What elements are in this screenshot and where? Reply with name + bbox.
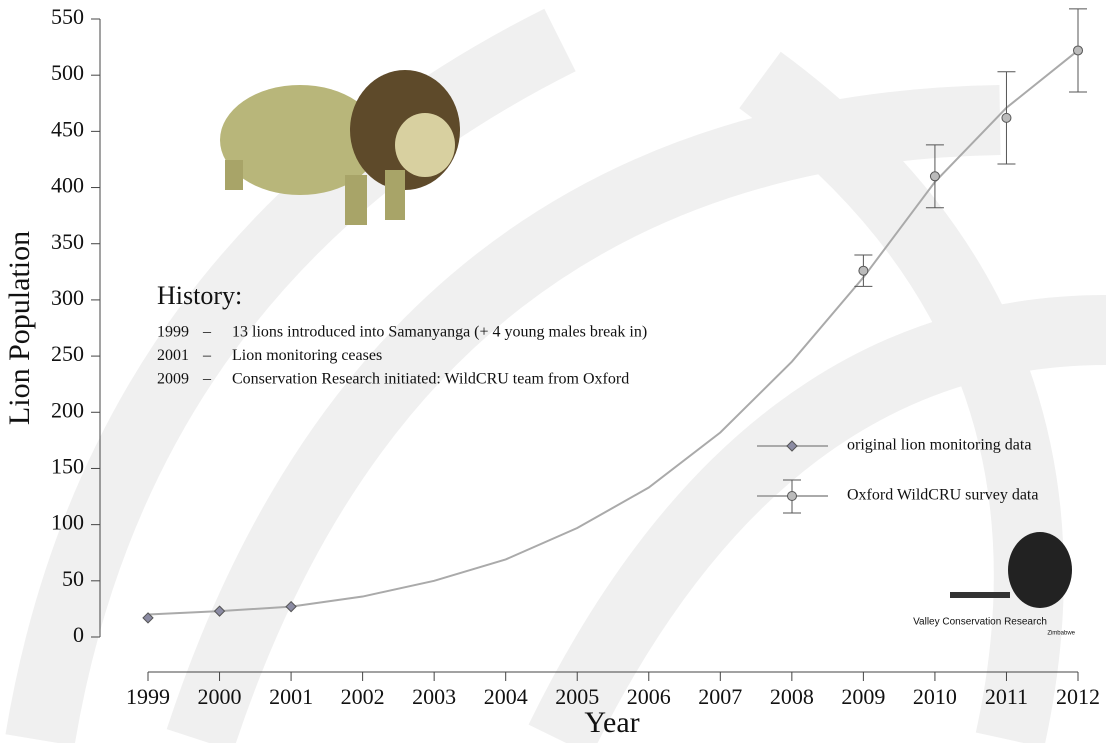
history-entry: Conservation Research initiated: WildCRU… bbox=[232, 371, 629, 388]
y-tick-label: 200 bbox=[51, 397, 84, 422]
y-tick-label: 150 bbox=[51, 454, 84, 479]
history-entry: 2001 bbox=[157, 347, 189, 364]
x-tick-label: 1999 bbox=[126, 684, 170, 709]
x-tick-label: 2001 bbox=[269, 684, 313, 709]
legend-label: original lion monitoring data bbox=[847, 437, 1031, 454]
circle-marker bbox=[1073, 45, 1083, 56]
y-tick-label: 250 bbox=[51, 341, 84, 366]
diamond-marker bbox=[285, 600, 297, 613]
history-entry: Lion monitoring ceases bbox=[232, 347, 382, 364]
background-swoosh bbox=[5, 8, 1106, 743]
y-tick-label: 500 bbox=[51, 60, 84, 85]
history-entry: 2009 bbox=[157, 371, 189, 388]
x-tick-label: 2000 bbox=[198, 684, 242, 709]
legend-marker bbox=[786, 440, 798, 452]
circle-marker bbox=[1001, 112, 1012, 123]
history-entry: 1999 bbox=[157, 324, 189, 341]
y-tick-label: 300 bbox=[51, 285, 84, 310]
history-entry: 13 lions introduced into Samanyanga (+ 4… bbox=[232, 324, 647, 341]
diamond-marker bbox=[213, 605, 226, 617]
history-title: History: bbox=[157, 281, 242, 310]
y-tick-label: 50 bbox=[62, 566, 84, 591]
x-tick-label: 2004 bbox=[484, 684, 528, 709]
x-tick-label: 2012 bbox=[1056, 684, 1100, 709]
y-tick-label: 400 bbox=[51, 173, 84, 198]
lion-illustration bbox=[220, 70, 460, 225]
y-tick-label: 100 bbox=[51, 510, 84, 535]
logo-name: Valley Conservation Research bbox=[913, 617, 1047, 628]
x-tick-label: 2005 bbox=[555, 684, 599, 709]
history-entry: – bbox=[202, 347, 212, 364]
x-tick-label: 2009 bbox=[841, 684, 885, 709]
y-tick-label: 450 bbox=[51, 116, 84, 141]
x-axis-label: Year bbox=[584, 706, 639, 739]
legend-marker bbox=[787, 491, 797, 501]
y-tick-label: 550 bbox=[51, 4, 84, 29]
x-tick-label: 2002 bbox=[341, 684, 385, 709]
history-entry: – bbox=[202, 371, 212, 388]
x-tick-label: 2011 bbox=[985, 684, 1028, 709]
circle-marker bbox=[929, 171, 940, 182]
y-axis-label: Lion Population bbox=[3, 231, 36, 425]
legend-label: Oxford WildCRU survey data bbox=[847, 487, 1038, 504]
trend-line bbox=[147, 49, 1079, 616]
x-tick-label: 2008 bbox=[770, 684, 814, 709]
x-tick-label: 2007 bbox=[698, 684, 742, 709]
y-tick-label: 350 bbox=[51, 229, 84, 254]
diamond-marker bbox=[142, 612, 154, 624]
x-tick-label: 2003 bbox=[412, 684, 456, 709]
x-tick-label: 2010 bbox=[913, 684, 957, 709]
logo-country: Zimbabwe bbox=[1047, 631, 1075, 637]
logo: Valley Conservation Research Zimbabwe bbox=[913, 532, 1076, 637]
circle-marker bbox=[858, 265, 869, 276]
y-tick-label: 0 bbox=[73, 622, 84, 647]
x-tick-label: 2006 bbox=[627, 684, 671, 709]
history-entry: – bbox=[202, 324, 212, 341]
